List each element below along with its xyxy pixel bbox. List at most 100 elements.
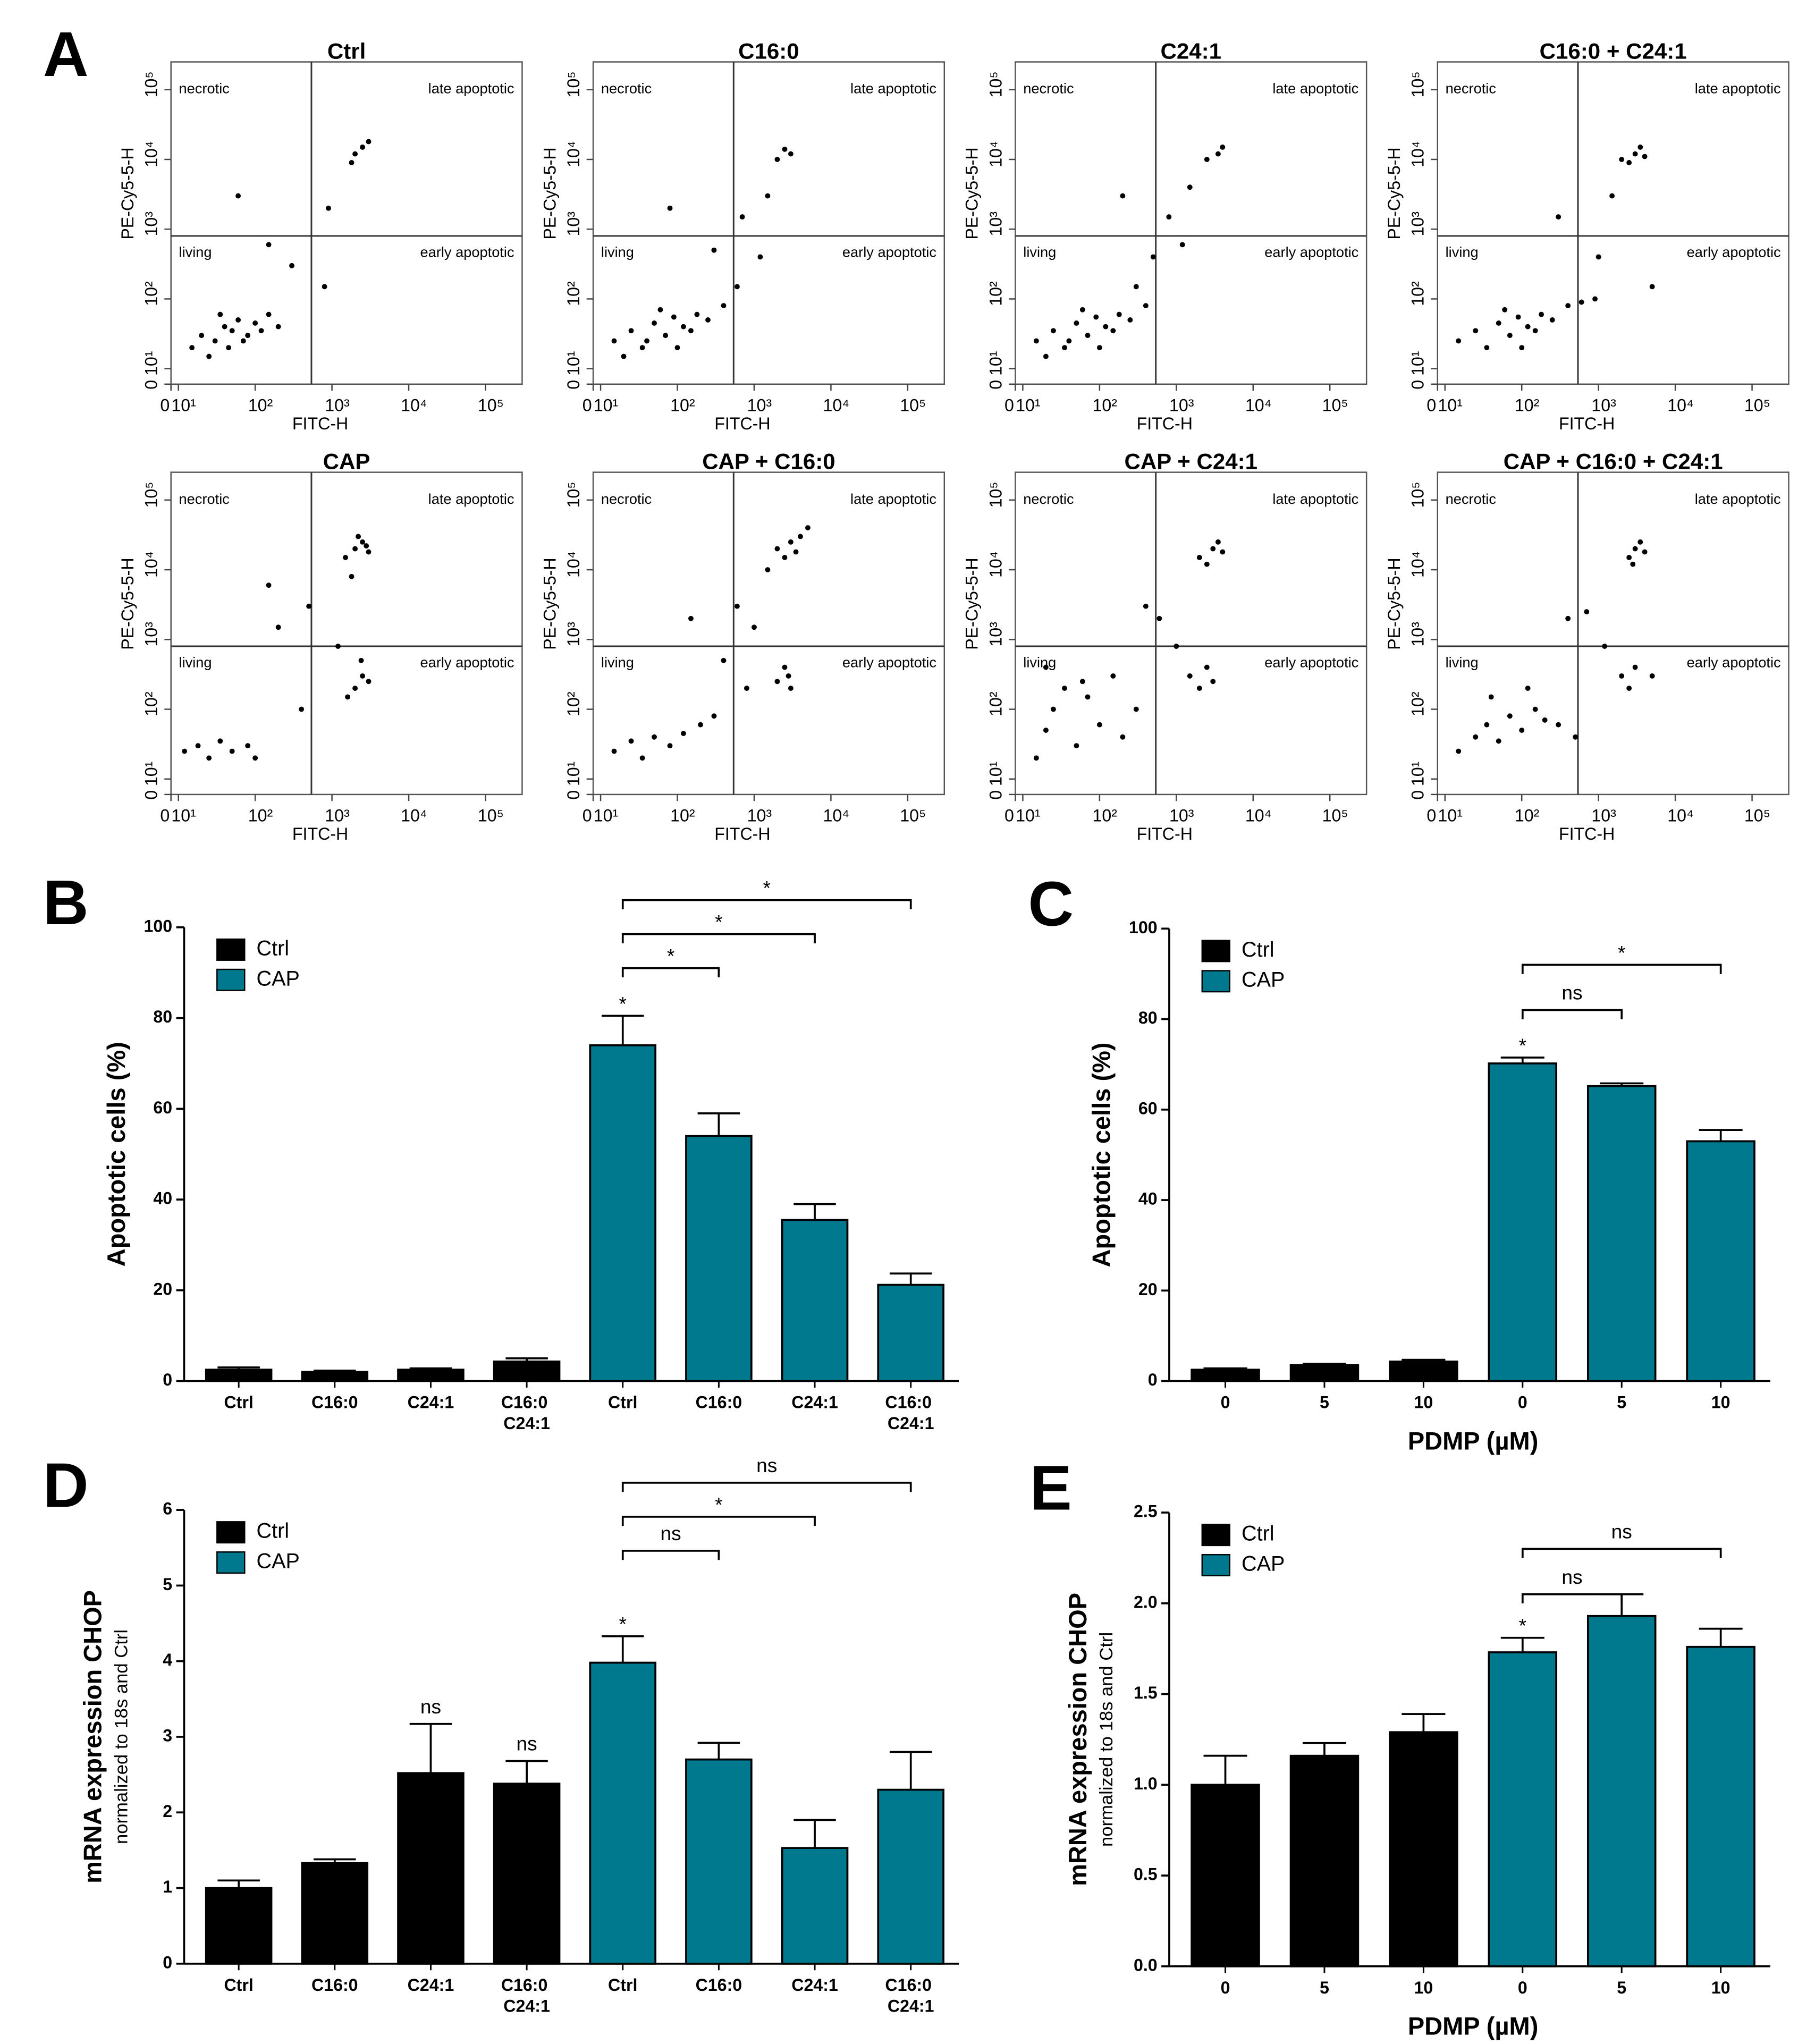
x-axis-label: FITC-H: [714, 824, 770, 843]
event-dot: [206, 755, 212, 761]
legend-swatch: [1201, 940, 1231, 962]
event-dot: [360, 539, 366, 545]
x-tick-label: C16:0: [696, 1392, 742, 1412]
x-tick-label: 0: [160, 395, 170, 415]
event-dot: [1096, 722, 1102, 728]
event-dot: [1626, 555, 1632, 560]
legend-label: CAP: [257, 967, 300, 990]
event-dot: [611, 338, 617, 344]
x-tick-label: 10¹: [171, 395, 196, 415]
event-dot: [1043, 664, 1049, 670]
significance-label: *: [619, 1613, 627, 1635]
legend-label: Ctrl: [257, 1519, 290, 1543]
event-dot: [1549, 317, 1555, 323]
legend-swatch: [1201, 1553, 1231, 1577]
comparison-label: ns: [660, 1522, 681, 1544]
legend-swatch: [216, 1521, 246, 1544]
x-tick-label: Ctrl: [608, 1975, 637, 1994]
x-tick-label: 10¹: [594, 395, 618, 415]
plot-frame: [170, 61, 523, 385]
event-dot: [1210, 546, 1216, 552]
bar: [685, 1135, 753, 1382]
y-axis-label: PE-Cy5-5-H: [1385, 147, 1404, 239]
event-dot: [266, 582, 272, 588]
event-dot: [356, 534, 361, 539]
event-dot: [1093, 314, 1099, 320]
y-tick-label: 10⁴: [986, 551, 1005, 578]
event-dot: [788, 151, 793, 157]
y-tick-label: 60: [153, 1098, 172, 1117]
bar: [1389, 1361, 1458, 1382]
event-dot: [217, 311, 223, 317]
legend-label: Ctrl: [257, 936, 290, 960]
y-tick-label: 60: [1138, 1099, 1158, 1118]
event-dot: [1496, 738, 1501, 744]
x-tick-label: C24:1: [791, 1975, 838, 1994]
x-tick-label: 10¹: [1438, 395, 1462, 415]
x-tick-label: Ctrl: [608, 1392, 637, 1412]
event-dot: [1573, 734, 1578, 740]
event-dot: [1220, 549, 1226, 555]
event-dot: [1043, 353, 1049, 359]
y-tick-label: 1.5: [1134, 1683, 1158, 1702]
x-tick-label: C16:0 C24:1: [501, 1392, 553, 1433]
y-tick-label: 10²: [1408, 691, 1428, 716]
y-tick-label: 10¹: [142, 762, 161, 786]
event-dot: [1204, 561, 1210, 567]
plot-title: CAP + C16:0 + C24:1: [1504, 449, 1723, 474]
legend-swatch: [216, 1551, 246, 1574]
y-tick-label: 10³: [564, 622, 583, 647]
event-dot: [1196, 555, 1202, 560]
x-tick-label: 0: [1221, 1978, 1230, 1997]
y-tick-label: 0: [1408, 790, 1428, 800]
y-tick-label: 10²: [986, 281, 1005, 306]
legend-swatch: [216, 968, 246, 991]
event-dot: [1116, 311, 1122, 317]
x-tick-label: 0: [583, 806, 592, 825]
x-tick-label: 10⁴: [401, 395, 427, 415]
y-tick-label: 10³: [1408, 622, 1428, 647]
panel-letter: A: [43, 19, 89, 90]
y-tick-label: 10¹: [1408, 762, 1428, 786]
event-dot: [1133, 706, 1139, 712]
quadrant-label: living: [179, 243, 212, 260]
event-dot: [628, 738, 634, 744]
x-tick-label: 0: [1518, 1978, 1527, 1997]
y-axis-label: PE-Cy5-5-H: [963, 558, 982, 649]
x-tick-label: 10¹: [594, 806, 618, 825]
quadrant-label: early apoptotic: [420, 654, 514, 670]
x-tick-label: 10³: [325, 395, 350, 415]
y-tick-label: 0: [564, 790, 583, 800]
quadrant-label: early apoptotic: [1687, 243, 1781, 260]
event-dot: [1584, 609, 1590, 615]
y-tick-label: 0: [163, 1370, 172, 1389]
event-dot: [358, 657, 364, 663]
quadrant-label: late apoptotic: [428, 80, 514, 97]
x-tick-label: 10³: [1169, 395, 1194, 415]
y-tick-label: 10²: [564, 281, 583, 306]
x-axis-label: FITC-H: [292, 414, 348, 433]
event-dot: [1626, 160, 1632, 165]
bar: [781, 1847, 849, 1965]
event-dot: [1632, 546, 1638, 552]
event-dot: [1519, 345, 1525, 351]
event-dot: [326, 205, 331, 211]
event-dot: [1187, 184, 1193, 190]
bar: [1686, 1140, 1755, 1382]
x-tick-label: 10²: [670, 395, 695, 415]
comparison-label: ns: [1561, 982, 1582, 1004]
y-tick-label: 0: [564, 380, 583, 390]
plot-title: C16:0 + C24:1: [1540, 38, 1687, 63]
plot-frame: [1015, 61, 1367, 385]
event-dot: [1204, 664, 1210, 670]
event-dot: [1592, 296, 1598, 302]
event-dot: [235, 193, 241, 199]
y-axis-label: PE-Cy5-5-H: [963, 147, 982, 239]
x-tick-label: 10³: [325, 806, 350, 825]
event-dot: [1556, 722, 1561, 728]
x-tick-label: 10⁵: [1744, 806, 1770, 825]
quadrant-label: early apoptotic: [1264, 654, 1358, 670]
x-tick-label: 10⁴: [823, 395, 850, 415]
x-tick-label: 10⁵: [900, 806, 926, 825]
quadrant-label: early apoptotic: [842, 654, 936, 670]
